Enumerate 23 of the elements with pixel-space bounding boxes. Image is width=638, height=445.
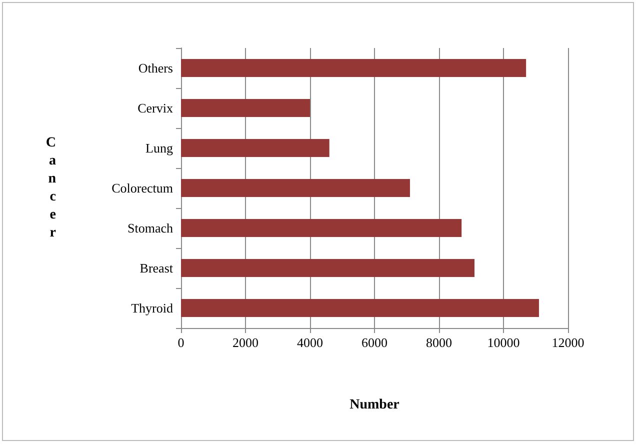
x-tick-label: 12000 [552, 335, 584, 350]
x-tick-label: 0 [178, 335, 184, 350]
bar [181, 179, 410, 197]
y-axis-title: Cancer [46, 136, 56, 240]
y-tick-label: Stomach [128, 220, 174, 236]
bar [181, 259, 474, 277]
bar [181, 139, 330, 157]
x-axis-title: Number [350, 398, 400, 412]
y-tick-label: Colorectum [112, 180, 173, 196]
x-tick-label: 8000 [426, 335, 452, 350]
x-tick-label: 4000 [297, 335, 323, 350]
y-tick-label: Breast [140, 260, 174, 276]
x-tick-label: 6000 [362, 335, 388, 350]
bar [181, 299, 539, 317]
bar [181, 59, 526, 77]
x-tick-label: 2000 [232, 335, 258, 350]
y-tick-label: Cervix [138, 100, 174, 116]
y-tick-label: Thyroid [131, 300, 174, 316]
bar [181, 99, 310, 117]
x-tick-label: 10000 [487, 335, 520, 350]
y-tick-label: Lung [146, 140, 174, 156]
bar [181, 219, 462, 237]
y-tick-label: Others [138, 60, 173, 76]
